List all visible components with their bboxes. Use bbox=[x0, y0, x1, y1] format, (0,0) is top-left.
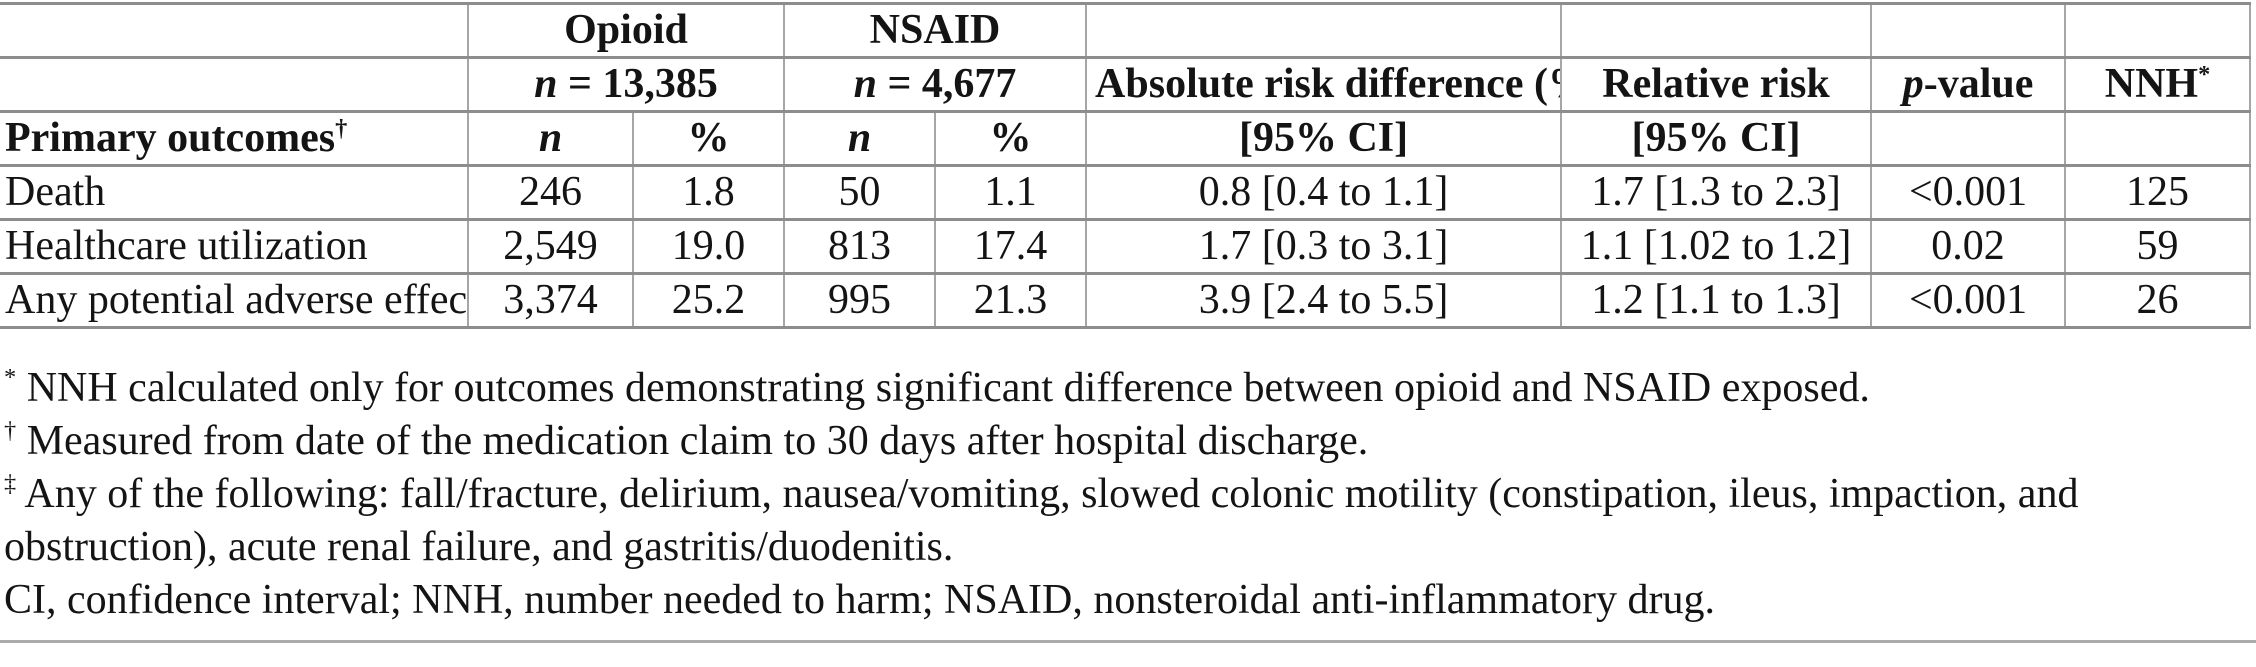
opioid-n-header: n = 13,385 bbox=[466, 56, 786, 113]
table-body: Death 246 1.8 50 1.1 0.8 [0.4 to 1.1] 1.… bbox=[0, 164, 2252, 329]
outcome-cell: Any potential adverse effect‡ bbox=[0, 272, 469, 329]
p-symbol: p bbox=[1902, 61, 1924, 108]
p-value-cell: 0.02 bbox=[1870, 218, 2067, 275]
column-header-row: Primary outcomes† n % n % [95% CI] [95% … bbox=[0, 110, 2252, 167]
nnh-header: NNH* bbox=[2064, 56, 2252, 113]
footnotes: * NNH calculated only for outcomes demon… bbox=[0, 362, 2234, 627]
opioid-pct-cell: 1.8 bbox=[631, 164, 786, 221]
empty-cell bbox=[0, 2, 469, 59]
table-row: Death 246 1.8 50 1.1 0.8 [0.4 to 1.1] 1.… bbox=[0, 164, 2252, 221]
footnote-abbreviations: CI, confidence interval; NNH, number nee… bbox=[4, 574, 2234, 627]
ard-cell: 3.9 [2.4 to 5.5] bbox=[1085, 272, 1563, 329]
table-row: Healthcare utilization 2,549 19.0 813 17… bbox=[0, 218, 2252, 275]
opioid-pct-col-header: % bbox=[631, 110, 786, 167]
footnote-adverse-effects: ‡ Any of the following: fall/fracture, d… bbox=[4, 468, 2234, 574]
empty-cell bbox=[0, 56, 469, 113]
opioid-n-cell: 3,374 bbox=[467, 272, 634, 329]
footnote-marker: ‡ bbox=[4, 470, 17, 498]
n-symbol: n bbox=[534, 61, 558, 108]
p-value-header: p-value bbox=[1870, 56, 2067, 113]
n-symbol: n bbox=[853, 61, 877, 108]
stub-label: Primary outcomes bbox=[5, 115, 336, 162]
empty-cell bbox=[1870, 2, 2067, 59]
p-label: -value bbox=[1923, 61, 2034, 108]
footnote-text: NNH calculated only for outcomes demonst… bbox=[26, 365, 1870, 411]
footnote-text: Measured from date of the medication cla… bbox=[26, 418, 1369, 464]
group-header-row: Opioid NSAID bbox=[0, 2, 2252, 59]
divider-line bbox=[0, 640, 2256, 643]
ard-ci-header: [95% CI] bbox=[1085, 110, 1563, 167]
p-value-cell: <0.001 bbox=[1870, 272, 2067, 329]
outcome-label: Healthcare utilization bbox=[5, 223, 368, 270]
outcomes-table: Opioid NSAID n = 13,385 n = 4,677 Absolu… bbox=[0, 2, 2252, 329]
n-value: = 4,677 bbox=[876, 61, 1017, 108]
table-row: Any potential adverse effect‡ 3,374 25.2… bbox=[0, 272, 2252, 329]
rr-cell: 1.2 [1.1 to 1.3] bbox=[1560, 272, 1873, 329]
ard-cell: 0.8 [0.4 to 1.1] bbox=[1085, 164, 1563, 221]
abs-risk-header: Absolute risk difference (%) bbox=[1085, 56, 1563, 113]
outcome-cell: Healthcare utilization bbox=[0, 218, 469, 275]
nsaid-pct-cell: 17.4 bbox=[934, 218, 1088, 275]
nnh-footnote-marker: * bbox=[2198, 60, 2211, 88]
nsaid-n-cell: 813 bbox=[783, 218, 937, 275]
opioid-group-header: Opioid bbox=[466, 2, 786, 59]
empty-cell bbox=[2064, 2, 2252, 59]
rr-ci-header: [95% CI] bbox=[1560, 110, 1873, 167]
footnote-marker: * bbox=[4, 364, 17, 392]
footnote-text: CI, confidence interval; NNH, number nee… bbox=[4, 577, 1716, 623]
nnh-cell: 26 bbox=[2064, 272, 2252, 329]
sample-size-row: n = 13,385 n = 4,677 Absolute risk diffe… bbox=[0, 56, 2252, 113]
stub-footnote-marker: † bbox=[335, 114, 348, 142]
rel-risk-header: Relative risk bbox=[1560, 56, 1873, 113]
empty-cell bbox=[2064, 110, 2252, 167]
nnh-cell: 59 bbox=[2064, 218, 2252, 275]
ard-cell: 1.7 [0.3 to 3.1] bbox=[1085, 218, 1563, 275]
nsaid-group-header: NSAID bbox=[783, 2, 1088, 59]
empty-cell bbox=[1560, 2, 1873, 59]
nnh-cell: 125 bbox=[2064, 164, 2252, 221]
outcome-cell: Death bbox=[0, 164, 469, 221]
nnh-label: NNH bbox=[2104, 61, 2199, 108]
footnote-nnh: * NNH calculated only for outcomes demon… bbox=[4, 362, 2234, 415]
outcome-label: Death bbox=[5, 169, 106, 216]
outcome-label: Any potential adverse effect bbox=[5, 277, 468, 324]
footnote-text: Any of the following: fall/fracture, del… bbox=[4, 471, 2079, 570]
p-value-cell: <0.001 bbox=[1870, 164, 2067, 221]
rr-cell: 1.7 [1.3 to 2.3] bbox=[1560, 164, 1873, 221]
stub-header: Primary outcomes† bbox=[0, 110, 469, 167]
empty-cell bbox=[1870, 110, 2067, 167]
opioid-pct-cell: 19.0 bbox=[631, 218, 786, 275]
opioid-pct-cell: 25.2 bbox=[631, 272, 786, 329]
nsaid-n-header: n = 4,677 bbox=[783, 56, 1088, 113]
nsaid-pct-cell: 21.3 bbox=[934, 272, 1088, 329]
rr-cell: 1.1 [1.02 to 1.2] bbox=[1560, 218, 1873, 275]
opioid-n-col-header: n bbox=[467, 110, 634, 167]
opioid-n-cell: 246 bbox=[467, 164, 634, 221]
nsaid-pct-cell: 1.1 bbox=[934, 164, 1088, 221]
footnote-measured: † Measured from date of the medication c… bbox=[4, 415, 2234, 468]
nsaid-n-col-header: n bbox=[783, 110, 937, 167]
empty-cell bbox=[1085, 2, 1563, 59]
nsaid-pct-col-header: % bbox=[934, 110, 1088, 167]
nsaid-n-cell: 995 bbox=[783, 272, 937, 329]
n-value: = 13,385 bbox=[557, 61, 718, 108]
footnote-marker: † bbox=[4, 417, 17, 445]
nsaid-n-cell: 50 bbox=[783, 164, 937, 221]
opioid-n-cell: 2,549 bbox=[467, 218, 634, 275]
